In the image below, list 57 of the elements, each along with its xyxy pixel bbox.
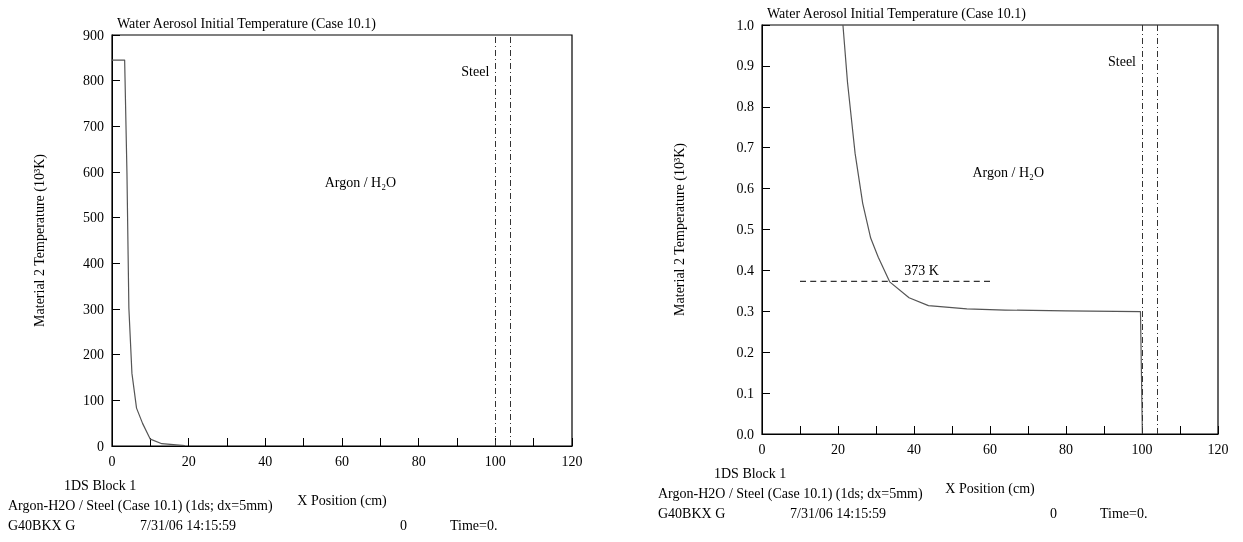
- x-tick-label: 80: [411, 453, 426, 469]
- y-tick-label: 0.2: [736, 344, 754, 360]
- annotation: Argon / H₂O: [324, 175, 397, 191]
- x-tick-label: 60: [983, 441, 997, 457]
- y-tick-label: 200: [83, 347, 104, 363]
- text: 1DS Block 1: [64, 477, 137, 493]
- x-axis-title: X Position (cm): [297, 492, 388, 509]
- y-tick-label: 0.9: [736, 58, 754, 74]
- x-tick-label: 0: [758, 441, 766, 457]
- y-tick-label: 1.0: [736, 17, 754, 33]
- text: 7/31/06 14:15:59: [140, 517, 237, 533]
- ref-line-label: Steel: [1108, 53, 1137, 69]
- x-tick-label: 120: [561, 453, 583, 469]
- text: Time=0.: [450, 517, 498, 533]
- x-tick-label: 100: [1131, 441, 1153, 457]
- y-tick-label: 500: [83, 210, 104, 226]
- y-tick-label: 0.1: [736, 385, 754, 401]
- x-tick-label: 20: [181, 453, 196, 469]
- x-tick-label: 20: [831, 441, 845, 457]
- text: 0: [1050, 505, 1057, 521]
- y-tick-label: 700: [83, 118, 104, 134]
- y-tick-label: 300: [83, 301, 104, 317]
- text: G40BKX G: [8, 517, 76, 533]
- y-tick-label: 100: [83, 392, 104, 408]
- y-tick-label: 0.3: [736, 303, 754, 319]
- y-tick-label: 0.8: [736, 99, 754, 115]
- text: Argon-H2O / Steel (Case 10.1) (1ds; dx=5mm): [8, 497, 273, 514]
- y-tick-label: 0.5: [736, 222, 754, 237]
- annotation: Argon / H₂O: [972, 164, 1044, 180]
- x-tick-label: 0: [108, 453, 116, 469]
- y-tick-label: 600: [83, 164, 104, 180]
- y-tick-label: 800: [83, 73, 104, 89]
- y-tick-label: 0.0: [736, 426, 754, 442]
- x-axis-title: X Position (cm): [945, 480, 1036, 497]
- text: 1DS Block 1: [714, 465, 787, 481]
- ref-line-label: Steel: [461, 63, 490, 79]
- annotation: 373 K: [904, 262, 939, 278]
- x-tick-label: 40: [258, 453, 273, 469]
- y-axis-title: Material 2 Temperature (10³K): [671, 142, 688, 316]
- x-tick-label: 120: [1207, 441, 1229, 457]
- text: 0: [400, 517, 407, 533]
- y-axis-title: Material 2 Temperature (10³K): [31, 153, 48, 327]
- x-tick-label: 60: [335, 453, 349, 469]
- text: Argon-H2O / Steel (Case 10.1) (1ds; dx=5mm): [658, 485, 923, 502]
- y-tick-label: 0.7: [736, 140, 754, 156]
- x-tick-label: 80: [1059, 441, 1073, 457]
- text: 7/31/06 14:15:59: [790, 505, 887, 521]
- x-tick-label: 100: [484, 453, 506, 469]
- text: G40BKX G: [658, 505, 726, 521]
- chart-title: Water Aerosol Initial Temperature (Case 10.1): [117, 15, 377, 32]
- y-tick-label: 0.4: [736, 262, 754, 278]
- y-tick-label: 900: [83, 27, 104, 43]
- chart-title: Water Aerosol Initial Temperature (Case 10.1): [767, 5, 1027, 22]
- text: Time=0.: [1100, 505, 1148, 521]
- y-tick-label: 400: [83, 255, 104, 271]
- x-tick-label: 40: [907, 441, 921, 457]
- y-tick-label: 0.6: [736, 181, 754, 197]
